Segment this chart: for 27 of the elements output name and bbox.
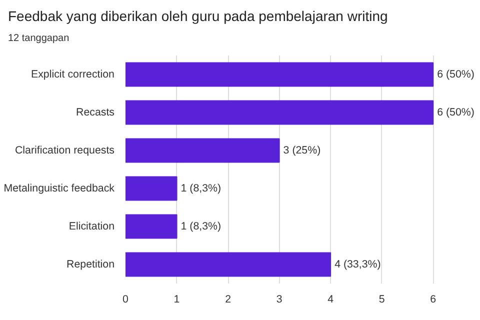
bar — [126, 176, 178, 202]
x-tick-label: 1 — [174, 294, 180, 306]
chart-title: Feedbak yang diberikan oleh guru pada pembelajaran writing — [8, 7, 388, 26]
x-tick-label: 5 — [378, 294, 385, 306]
data-label: 3 (25%) — [283, 144, 321, 157]
bar — [126, 138, 280, 164]
data-label: 4 (33,3%) — [334, 258, 381, 271]
data-label: 1 (8,3%) — [180, 220, 222, 233]
x-tick-label: 6 — [430, 294, 436, 306]
y-tick-label: Elicitation — [68, 220, 115, 233]
data-label: 6 (50%) — [437, 68, 474, 81]
bar — [126, 100, 434, 126]
x-tick-label: 0 — [122, 294, 129, 306]
data-label: 6 (50%) — [437, 106, 474, 119]
x-tick-label: 4 — [328, 294, 334, 306]
y-tick-label: Metalinguistic feedback — [4, 182, 116, 195]
y-tick-label: Explicit correction — [31, 68, 115, 81]
bar — [126, 214, 178, 240]
data-label: 1 (8,3%) — [180, 182, 222, 195]
y-tick-label: Repetition — [66, 258, 115, 271]
x-tick-label: 2 — [225, 294, 232, 306]
y-tick-label: Recasts — [76, 106, 115, 119]
bar — [126, 62, 434, 88]
y-tick-label: Clarification requests — [15, 144, 115, 157]
x-tick-label: 3 — [276, 294, 282, 306]
bar — [126, 252, 332, 278]
text: 12 tanggapan — [8, 32, 70, 46]
